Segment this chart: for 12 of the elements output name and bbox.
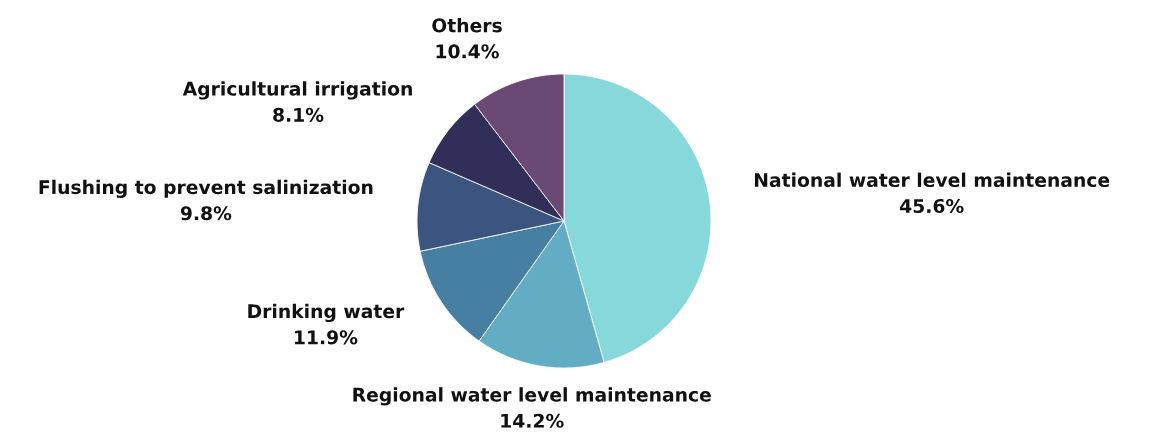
data-label: 11.9% [295, 330, 358, 345]
data-label: 9.8% [180, 206, 232, 221]
slice-label: Flushing to prevent salinization [39, 179, 373, 198]
data-label: 8.1% [273, 107, 324, 122]
data-label: 10.4% [436, 44, 499, 59]
slice-label: Regional water level maintenance [353, 387, 711, 406]
slice-label: Agricultural irrigation [182, 81, 412, 100]
slice-label: National water level maintenance [755, 172, 1110, 188]
data-label: 45.6% [900, 198, 964, 214]
slice-label: Drinking water [248, 303, 405, 323]
slice-label: Others [432, 17, 502, 33]
data-label: 14.2% [501, 413, 564, 428]
